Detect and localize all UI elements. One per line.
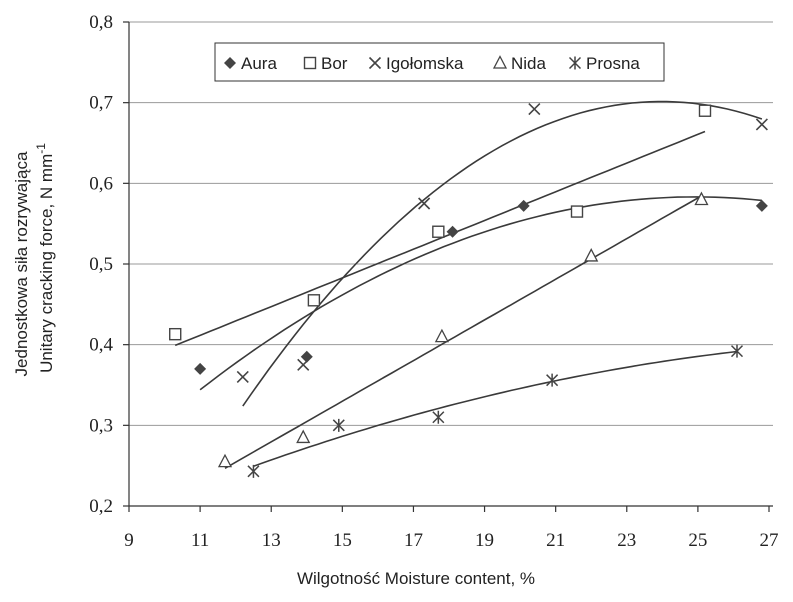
point-nida — [434, 328, 449, 343]
legend-label: Prosna — [586, 54, 640, 73]
x-tick-label: 21 — [546, 530, 565, 551]
point-aura — [300, 350, 313, 363]
y-tick-label: 0,6 — [89, 173, 113, 194]
x-tick-label: 25 — [688, 530, 707, 551]
y-tick-group: 0,2 0,3 0,4 0,5 0,6 0,7 0,8 — [89, 12, 129, 517]
x-tick-label: 9 — [124, 530, 134, 551]
y-axis-label-en-text: Unitary cracking force, N mm — [37, 154, 56, 373]
x-tick-label: 27 — [760, 530, 779, 551]
point-nida — [217, 453, 233, 468]
x-tick-label: 15 — [333, 530, 352, 551]
legend-label: Nida — [511, 54, 547, 73]
legend-marker-prosna — [568, 56, 582, 70]
trend-line-aura — [199, 196, 762, 391]
point-prosna — [546, 373, 559, 387]
legend-marker-aura — [224, 57, 236, 69]
legend-label: Aura — [241, 54, 277, 73]
trend-line-igołomska — [242, 100, 763, 407]
point-nida — [694, 191, 709, 206]
point-igołomska — [418, 197, 431, 210]
point-bor — [307, 294, 321, 307]
legend-marker-igołomska — [368, 56, 382, 70]
y-axis-label-unit-sup: -1 — [34, 143, 48, 154]
data-points — [169, 103, 768, 478]
legend-label: Bor — [321, 54, 348, 73]
x-tick-label: 19 — [475, 530, 494, 551]
legend-label: Igołomska — [386, 54, 464, 73]
point-bor — [432, 225, 445, 238]
point-aura — [194, 362, 207, 375]
point-prosna — [332, 418, 345, 432]
point-igołomska — [755, 118, 768, 131]
trend-line-prosna — [253, 350, 738, 468]
point-aura — [517, 199, 530, 212]
trend-line-bor — [174, 130, 706, 347]
y-tick-label: 0,8 — [89, 12, 113, 33]
x-tick-label: 11 — [191, 530, 209, 551]
point-igołomska — [297, 358, 310, 371]
x-tick-group: 9 11 13 15 17 19 21 23 25 27 — [124, 506, 779, 551]
point-bor — [570, 205, 584, 218]
x-tick-label: 17 — [404, 530, 423, 551]
point-aura — [446, 225, 459, 238]
legend: Aura Bor Igołomska Nida Prosna — [214, 42, 665, 82]
y-tick-label: 0,7 — [89, 93, 113, 114]
point-nida — [296, 429, 311, 444]
point-igołomska — [528, 103, 541, 116]
point-prosna — [247, 464, 260, 478]
point-bor — [169, 327, 182, 341]
legend-box — [214, 42, 665, 82]
y-tick-label: 0,4 — [89, 335, 113, 356]
legend-marker-nida — [492, 55, 508, 69]
y-axis-label-pl: Jednostkowa siła rozrywająca — [12, 151, 31, 376]
grid-lines — [129, 21, 773, 426]
point-bor — [698, 104, 712, 117]
trend-lines — [174, 100, 763, 469]
y-tick-label: 0,5 — [89, 254, 113, 275]
x-tick-label: 13 — [262, 530, 281, 551]
legend-marker-bor — [303, 56, 317, 70]
point-aura — [755, 199, 768, 212]
point-igołomska — [236, 370, 249, 383]
y-axis-label-en: Unitary cracking force, N mm-1 — [34, 143, 56, 373]
point-nida — [584, 248, 599, 262]
x-tick-label: 23 — [617, 530, 636, 551]
y-tick-label: 0,3 — [89, 415, 113, 436]
trend-line-nida — [224, 195, 702, 469]
point-prosna — [432, 410, 445, 424]
y-tick-label: 0,2 — [89, 496, 113, 517]
x-axis-label: Wilgotność Moisture content, % — [297, 569, 535, 588]
point-prosna — [730, 344, 744, 358]
